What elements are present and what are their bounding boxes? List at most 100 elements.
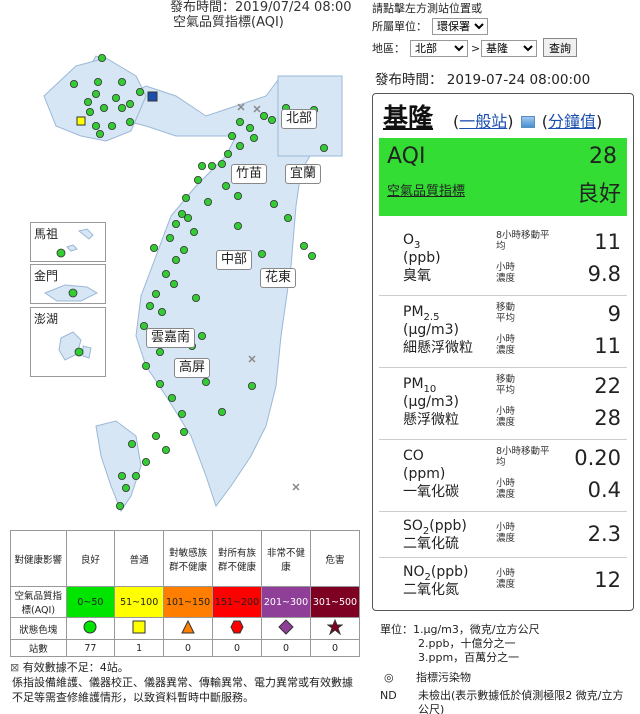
station-marker-9[interactable] xyxy=(108,122,117,131)
station-marker-25[interactable] xyxy=(165,233,174,242)
station-marker-61[interactable] xyxy=(249,134,258,143)
station-marker-19[interactable] xyxy=(207,162,216,171)
station-marker-46[interactable] xyxy=(118,471,127,480)
agency-select[interactable]: 環保署 xyxy=(432,18,488,35)
nd-text: 未檢出(表示數據低於偵測極限2 微克/立方公尺) xyxy=(418,689,624,714)
station-marker-15[interactable] xyxy=(227,132,236,141)
o3-unit: (ppb) xyxy=(403,250,441,266)
query-button[interactable]: 查詢 xyxy=(543,38,577,57)
station-marker-10[interactable] xyxy=(92,122,101,131)
station-marker-50[interactable] xyxy=(197,331,206,340)
area-select[interactable]: 北部 xyxy=(410,40,468,57)
station-marker-29[interactable] xyxy=(171,255,180,264)
station-marker-48[interactable] xyxy=(116,501,125,510)
region-label-central[interactable]: 中部 xyxy=(216,250,253,270)
station-marker-17[interactable] xyxy=(223,150,232,159)
station-marker-53[interactable] xyxy=(269,199,278,208)
station-marker-47[interactable] xyxy=(122,483,131,492)
kinmen-shape xyxy=(43,284,99,302)
inset-matsu[interactable]: 馬祖 xyxy=(30,222,106,262)
station-marker-20[interactable] xyxy=(197,162,206,171)
station-marker-24[interactable] xyxy=(171,219,180,228)
station-marker-22[interactable] xyxy=(181,193,190,202)
station-marker-31[interactable] xyxy=(169,279,178,288)
region-label-north[interactable]: 北部 xyxy=(281,109,318,129)
station-marker-27[interactable] xyxy=(189,227,198,236)
station-marker-30[interactable] xyxy=(161,269,170,278)
invalid-station-marks xyxy=(237,103,300,491)
link-general-station[interactable]: 一般站 xyxy=(459,112,508,131)
chart-icon[interactable] xyxy=(520,116,535,128)
station-marker-14[interactable] xyxy=(245,124,254,133)
station-marker-63[interactable] xyxy=(203,197,212,206)
station-marker-32[interactable] xyxy=(152,289,161,298)
link-minute-values[interactable]: 分鐘值 xyxy=(547,112,596,131)
station-marker-56[interactable] xyxy=(307,251,316,260)
region-label-yunchianan[interactable]: 雲嘉南 xyxy=(146,328,196,348)
taiwan-map[interactable]: 北部 竹苗 宜蘭 中部 花東 雲嘉南 高屏 xyxy=(26,36,360,526)
station-marker-57[interactable] xyxy=(267,116,276,125)
station-marker-5[interactable] xyxy=(126,100,135,109)
region-label-yilan[interactable]: 宜蘭 xyxy=(285,164,322,184)
station-marker-0[interactable] xyxy=(70,80,79,89)
so2-cname: 二氧化硫 xyxy=(403,536,459,552)
station-marker-16[interactable] xyxy=(235,142,244,151)
station-marker-52[interactable] xyxy=(257,249,266,258)
station-marker-18[interactable] xyxy=(217,160,226,169)
station-marker-23[interactable] xyxy=(177,209,186,218)
station-marker-62[interactable] xyxy=(221,181,230,190)
region-label-zhumiao[interactable]: 竹苗 xyxy=(231,164,268,184)
station-marker-41[interactable] xyxy=(177,409,186,418)
station-marker-51[interactable] xyxy=(233,221,242,230)
station-marker-70[interactable] xyxy=(217,407,226,416)
station-marker-13[interactable] xyxy=(235,118,244,127)
station-marker-21[interactable] xyxy=(193,175,202,184)
inset-penghu[interactable]: 澎湖 xyxy=(30,307,106,377)
co-val1: 0.20 xyxy=(574,446,621,470)
station-marker-6[interactable] xyxy=(100,104,109,113)
station-marker-35[interactable] xyxy=(140,321,149,330)
region-label-kaoping[interactable]: 高屏 xyxy=(174,358,211,378)
station-marker-71[interactable] xyxy=(247,381,256,390)
station-marker-66[interactable] xyxy=(179,427,188,436)
station-marker-43[interactable] xyxy=(161,445,170,454)
station-marker-72[interactable] xyxy=(259,112,268,121)
station-marker-4[interactable] xyxy=(112,94,121,103)
station-marker-11[interactable] xyxy=(84,98,93,107)
station-marker-42[interactable] xyxy=(152,431,161,440)
station-marker-44[interactable] xyxy=(142,457,151,466)
station-marker-64[interactable] xyxy=(150,243,159,252)
station-marker-1[interactable] xyxy=(98,53,107,62)
station-marker-67[interactable] xyxy=(128,439,137,448)
station-marker-75[interactable] xyxy=(118,104,127,113)
station-marker-2[interactable] xyxy=(94,78,103,87)
station-marker-54[interactable] xyxy=(283,213,292,222)
pollutant-row-pm10: PM10 (μg/m3) 懸浮微粒 移動平均 22 小時濃度 28 xyxy=(379,368,627,440)
station-marker-73[interactable] xyxy=(233,191,242,200)
co-name: CO xyxy=(403,448,424,464)
station-marker-60[interactable] xyxy=(319,144,328,153)
station-marker-38[interactable] xyxy=(142,361,151,370)
station-marker-3[interactable] xyxy=(118,78,127,87)
station-marker-33[interactable] xyxy=(146,301,155,310)
station-marker-8[interactable] xyxy=(126,118,135,127)
region-label-hualien[interactable]: 花東 xyxy=(260,268,297,288)
inset-kinmen[interactable]: 金門 xyxy=(30,264,106,304)
station-marker-45[interactable] xyxy=(132,471,141,480)
station-marker-28[interactable] xyxy=(179,245,188,254)
units-legend: 單位：1.μg/m3，微克/立方公尺 2.ppb，十億分之一 3.ppm，百萬分… xyxy=(380,623,628,714)
station-marker-26[interactable] xyxy=(183,213,192,222)
station-marker-12[interactable] xyxy=(96,130,105,139)
station-marker-34[interactable] xyxy=(157,307,166,316)
station-marker-55[interactable] xyxy=(299,241,308,250)
station-marker-69[interactable] xyxy=(201,377,210,386)
station-marker-49[interactable] xyxy=(191,293,200,302)
aqi-name[interactable]: 空氣品質指標 xyxy=(387,184,466,199)
station-marker-74[interactable] xyxy=(92,90,101,99)
station-marker-7[interactable] xyxy=(86,108,95,117)
station-marker-76[interactable] xyxy=(136,88,145,97)
station-marker-39[interactable] xyxy=(155,379,164,388)
station-select[interactable]: 基隆 xyxy=(481,40,537,57)
station-marker-40[interactable] xyxy=(167,393,176,402)
station-marker-37[interactable] xyxy=(155,347,164,356)
